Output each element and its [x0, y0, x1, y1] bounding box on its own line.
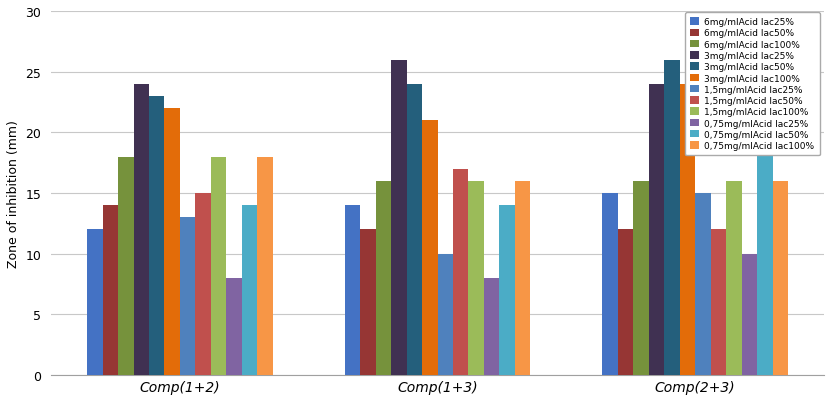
Bar: [102, 206, 118, 375]
Bar: [165, 109, 180, 375]
Bar: [118, 157, 134, 375]
Bar: [664, 61, 680, 375]
Bar: [711, 230, 726, 375]
Bar: [226, 278, 242, 375]
Bar: [211, 157, 226, 375]
Bar: [149, 97, 165, 375]
Bar: [422, 121, 438, 375]
Bar: [376, 182, 391, 375]
Bar: [361, 230, 376, 375]
Y-axis label: Zone of inhibition (mm): Zone of inhibition (mm): [7, 120, 20, 267]
Bar: [649, 85, 664, 375]
Bar: [469, 182, 484, 375]
Bar: [345, 206, 361, 375]
Bar: [515, 182, 530, 375]
Bar: [453, 169, 469, 375]
Bar: [499, 206, 515, 375]
Bar: [134, 85, 149, 375]
Bar: [484, 278, 499, 375]
Bar: [258, 157, 273, 375]
Bar: [726, 182, 741, 375]
Legend: 6mg/mlAcid lac25%, 6mg/mlAcid lac50%, 6mg/mlAcid lac100%, 3mg/mlAcid lac25%, 3mg: 6mg/mlAcid lac25%, 6mg/mlAcid lac50%, 6m…: [685, 13, 819, 156]
Bar: [741, 254, 757, 375]
Bar: [242, 206, 258, 375]
Bar: [633, 182, 649, 375]
Bar: [773, 182, 788, 375]
Bar: [406, 85, 422, 375]
Bar: [696, 194, 711, 375]
Bar: [602, 194, 618, 375]
Bar: [87, 230, 102, 375]
Bar: [757, 145, 773, 375]
Bar: [618, 230, 633, 375]
Bar: [680, 85, 696, 375]
Bar: [195, 194, 211, 375]
Bar: [180, 218, 195, 375]
Bar: [391, 61, 406, 375]
Bar: [438, 254, 453, 375]
